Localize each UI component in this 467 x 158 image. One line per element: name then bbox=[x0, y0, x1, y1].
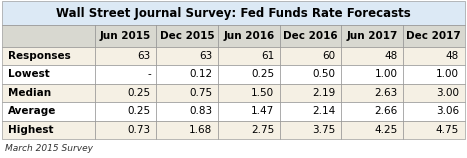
Bar bbox=[280, 47, 341, 65]
Text: 2.75: 2.75 bbox=[251, 125, 274, 135]
Text: 0.75: 0.75 bbox=[189, 88, 212, 98]
Bar bbox=[341, 65, 403, 84]
Text: Responses: Responses bbox=[8, 51, 71, 61]
Text: -: - bbox=[147, 69, 151, 79]
Bar bbox=[156, 84, 218, 102]
Bar bbox=[218, 47, 280, 65]
Bar bbox=[341, 84, 403, 102]
Text: 0.25: 0.25 bbox=[251, 69, 274, 79]
Bar bbox=[156, 25, 218, 47]
Text: Highest: Highest bbox=[8, 125, 53, 135]
Text: 1.50: 1.50 bbox=[251, 88, 274, 98]
Bar bbox=[95, 25, 156, 47]
Bar bbox=[403, 65, 465, 84]
Bar bbox=[2, 84, 95, 102]
Bar bbox=[280, 65, 341, 84]
Text: March 2015 Survey: March 2015 Survey bbox=[5, 144, 92, 153]
Bar bbox=[280, 25, 341, 47]
Bar bbox=[218, 102, 280, 121]
Text: 0.12: 0.12 bbox=[189, 69, 212, 79]
Text: 1.00: 1.00 bbox=[436, 69, 459, 79]
Text: 0.25: 0.25 bbox=[127, 88, 151, 98]
Text: 1.68: 1.68 bbox=[189, 125, 212, 135]
Bar bbox=[280, 121, 341, 139]
Bar bbox=[2, 47, 95, 65]
Text: 3.06: 3.06 bbox=[436, 106, 459, 116]
Bar bbox=[341, 25, 403, 47]
Text: 48: 48 bbox=[384, 51, 397, 61]
Text: Dec 2016: Dec 2016 bbox=[283, 31, 338, 41]
Bar bbox=[95, 47, 156, 65]
Text: 3.75: 3.75 bbox=[312, 125, 336, 135]
Text: Median: Median bbox=[8, 88, 51, 98]
Bar bbox=[341, 47, 403, 65]
Bar bbox=[2, 25, 95, 47]
Bar bbox=[218, 84, 280, 102]
Bar bbox=[95, 121, 156, 139]
Text: 48: 48 bbox=[446, 51, 459, 61]
Bar bbox=[341, 102, 403, 121]
Bar bbox=[280, 102, 341, 121]
Text: 3.00: 3.00 bbox=[436, 88, 459, 98]
Text: 61: 61 bbox=[261, 51, 274, 61]
Bar bbox=[156, 102, 218, 121]
Bar bbox=[2, 121, 95, 139]
Bar bbox=[403, 25, 465, 47]
Text: Jun 2015: Jun 2015 bbox=[100, 31, 151, 41]
Bar bbox=[156, 47, 218, 65]
Text: 63: 63 bbox=[138, 51, 151, 61]
Text: Dec 2017: Dec 2017 bbox=[406, 31, 461, 41]
Text: Jun 2016: Jun 2016 bbox=[223, 31, 275, 41]
Bar bbox=[341, 121, 403, 139]
Text: 2.14: 2.14 bbox=[312, 106, 336, 116]
Bar bbox=[156, 65, 218, 84]
Bar bbox=[280, 84, 341, 102]
Bar bbox=[403, 121, 465, 139]
Text: Dec 2015: Dec 2015 bbox=[160, 31, 214, 41]
Text: Average: Average bbox=[8, 106, 57, 116]
Text: 60: 60 bbox=[323, 51, 336, 61]
Text: 4.25: 4.25 bbox=[374, 125, 397, 135]
Bar bbox=[95, 65, 156, 84]
Text: 0.50: 0.50 bbox=[313, 69, 336, 79]
Bar bbox=[403, 84, 465, 102]
Bar bbox=[95, 102, 156, 121]
Text: Wall Street Journal Survey: Fed Funds Rate Forecasts: Wall Street Journal Survey: Fed Funds Ra… bbox=[56, 6, 411, 20]
Text: 0.25: 0.25 bbox=[127, 106, 151, 116]
Bar bbox=[218, 121, 280, 139]
Bar bbox=[2, 1, 465, 25]
Bar bbox=[218, 65, 280, 84]
Text: Jun 2017: Jun 2017 bbox=[347, 31, 398, 41]
Bar bbox=[403, 102, 465, 121]
Text: 63: 63 bbox=[199, 51, 212, 61]
Text: 2.66: 2.66 bbox=[374, 106, 397, 116]
Text: 4.75: 4.75 bbox=[436, 125, 459, 135]
Text: 0.83: 0.83 bbox=[189, 106, 212, 116]
Bar bbox=[218, 25, 280, 47]
Text: 0.73: 0.73 bbox=[127, 125, 151, 135]
Text: 2.63: 2.63 bbox=[374, 88, 397, 98]
Bar bbox=[2, 65, 95, 84]
Text: 1.47: 1.47 bbox=[251, 106, 274, 116]
Text: Lowest: Lowest bbox=[8, 69, 50, 79]
Text: 2.19: 2.19 bbox=[312, 88, 336, 98]
Text: 1.00: 1.00 bbox=[375, 69, 397, 79]
Bar bbox=[156, 121, 218, 139]
Bar bbox=[2, 102, 95, 121]
Bar bbox=[403, 47, 465, 65]
Bar bbox=[95, 84, 156, 102]
